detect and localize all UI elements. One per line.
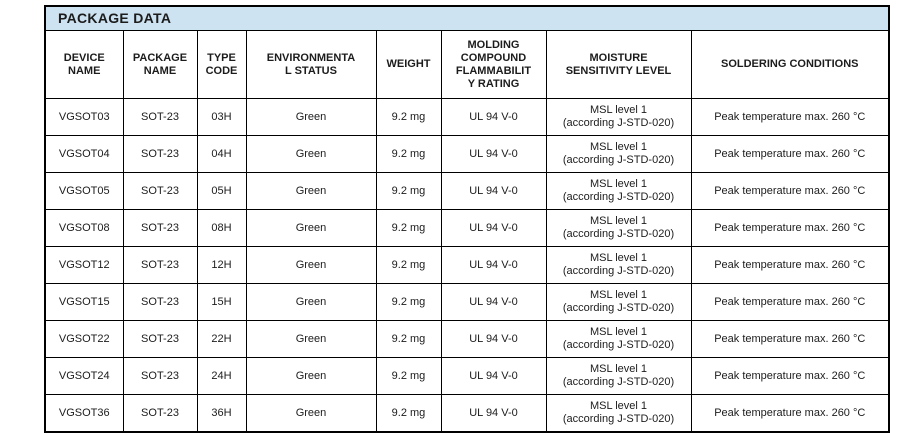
cell-device-name: VGSOT08 xyxy=(44,209,124,247)
cell-device-name: VGSOT04 xyxy=(44,135,124,173)
cell-flammability-rating: UL 94 V-0 xyxy=(440,283,547,321)
cell-environmental-status: Green xyxy=(245,98,377,136)
cell-device-name: VGSOT22 xyxy=(44,320,124,358)
table-row: VGSOT03 SOT-23 03H Green 9.2 mg UL 94 V-… xyxy=(44,98,890,136)
cell-environmental-status: Green xyxy=(245,320,377,358)
cell-soldering-conditions: Peak temperature max. 260 °C xyxy=(690,357,890,395)
cell-device-name: VGSOT03 xyxy=(44,98,124,136)
column-header-environmental-status: ENVIRONMENTA L STATUS xyxy=(245,30,377,99)
cell-weight: 9.2 mg xyxy=(375,357,442,395)
table-title-row: PACKAGE DATA xyxy=(44,5,890,31)
cell-flammability-rating: UL 94 V-0 xyxy=(440,320,547,358)
cell-weight: 9.2 mg xyxy=(375,98,442,136)
column-header-soldering-conditions: SOLDERING CONDITIONS xyxy=(690,30,890,99)
cell-flammability-rating: UL 94 V-0 xyxy=(440,98,547,136)
table-row: VGSOT15 SOT-23 15H Green 9.2 mg UL 94 V-… xyxy=(44,283,890,321)
cell-moisture-sensitivity: MSL level 1 (according J-STD-020) xyxy=(545,209,692,247)
cell-environmental-status: Green xyxy=(245,135,377,173)
cell-package-name: SOT-23 xyxy=(122,246,198,284)
cell-environmental-status: Green xyxy=(245,357,377,395)
cell-flammability-rating: UL 94 V-0 xyxy=(440,209,547,247)
cell-soldering-conditions: Peak temperature max. 260 °C xyxy=(690,209,890,247)
cell-moisture-sensitivity: MSL level 1 (according J-STD-020) xyxy=(545,394,692,433)
cell-package-name: SOT-23 xyxy=(122,320,198,358)
cell-type-code: 24H xyxy=(196,357,247,395)
cell-type-code: 05H xyxy=(196,172,247,210)
column-header-moisture-sensitivity: MOISTURE SENSITIVITY LEVEL xyxy=(545,30,692,99)
column-header-package-name: PACKAGE NAME xyxy=(122,30,198,99)
cell-package-name: SOT-23 xyxy=(122,98,198,136)
table-row: VGSOT12 SOT-23 12H Green 9.2 mg UL 94 V-… xyxy=(44,246,890,284)
cell-soldering-conditions: Peak temperature max. 260 °C xyxy=(690,98,890,136)
cell-moisture-sensitivity: MSL level 1 (according J-STD-020) xyxy=(545,246,692,284)
table-row: VGSOT04 SOT-23 04H Green 9.2 mg UL 94 V-… xyxy=(44,135,890,173)
table-row: VGSOT22 SOT-23 22H Green 9.2 mg UL 94 V-… xyxy=(44,320,890,358)
table-header-row: DEVICE NAME PACKAGE NAME TYPE CODE ENVIR… xyxy=(44,30,890,99)
cell-moisture-sensitivity: MSL level 1 (according J-STD-020) xyxy=(545,357,692,395)
column-header-type-code: TYPE CODE xyxy=(196,30,247,99)
cell-soldering-conditions: Peak temperature max. 260 °C xyxy=(690,172,890,210)
cell-package-name: SOT-23 xyxy=(122,394,198,433)
cell-package-name: SOT-23 xyxy=(122,357,198,395)
cell-environmental-status: Green xyxy=(245,246,377,284)
cell-device-name: VGSOT05 xyxy=(44,172,124,210)
column-header-flammability-rating: MOLDING COMPOUND FLAMMABILIT Y RATING xyxy=(440,30,547,99)
cell-weight: 9.2 mg xyxy=(375,135,442,173)
cell-moisture-sensitivity: MSL level 1 (according J-STD-020) xyxy=(545,98,692,136)
cell-device-name: VGSOT15 xyxy=(44,283,124,321)
cell-environmental-status: Green xyxy=(245,283,377,321)
cell-soldering-conditions: Peak temperature max. 260 °C xyxy=(690,135,890,173)
cell-weight: 9.2 mg xyxy=(375,394,442,433)
cell-flammability-rating: UL 94 V-0 xyxy=(440,246,547,284)
cell-flammability-rating: UL 94 V-0 xyxy=(440,357,547,395)
cell-package-name: SOT-23 xyxy=(122,172,198,210)
table-row: VGSOT24 SOT-23 24H Green 9.2 mg UL 94 V-… xyxy=(44,357,890,395)
column-header-device-name: DEVICE NAME xyxy=(44,30,124,99)
cell-device-name: VGSOT24 xyxy=(44,357,124,395)
cell-device-name: VGSOT12 xyxy=(44,246,124,284)
cell-type-code: 15H xyxy=(196,283,247,321)
cell-type-code: 04H xyxy=(196,135,247,173)
table-title: PACKAGE DATA xyxy=(44,5,890,31)
cell-weight: 9.2 mg xyxy=(375,172,442,210)
cell-package-name: SOT-23 xyxy=(122,135,198,173)
table-row: VGSOT36 SOT-23 36H Green 9.2 mg UL 94 V-… xyxy=(44,394,890,433)
table-row: VGSOT08 SOT-23 08H Green 9.2 mg UL 94 V-… xyxy=(44,209,890,247)
cell-moisture-sensitivity: MSL level 1 (according J-STD-020) xyxy=(545,320,692,358)
cell-soldering-conditions: Peak temperature max. 260 °C xyxy=(690,283,890,321)
cell-weight: 9.2 mg xyxy=(375,320,442,358)
cell-soldering-conditions: Peak temperature max. 260 °C xyxy=(690,246,890,284)
cell-type-code: 36H xyxy=(196,394,247,433)
cell-package-name: SOT-23 xyxy=(122,283,198,321)
cell-soldering-conditions: Peak temperature max. 260 °C xyxy=(690,394,890,433)
cell-environmental-status: Green xyxy=(245,172,377,210)
cell-flammability-rating: UL 94 V-0 xyxy=(440,394,547,433)
cell-moisture-sensitivity: MSL level 1 (according J-STD-020) xyxy=(545,172,692,210)
table-row: VGSOT05 SOT-23 05H Green 9.2 mg UL 94 V-… xyxy=(44,172,890,210)
cell-moisture-sensitivity: MSL level 1 (according J-STD-020) xyxy=(545,135,692,173)
cell-type-code: 03H xyxy=(196,98,247,136)
cell-type-code: 12H xyxy=(196,246,247,284)
cell-weight: 9.2 mg xyxy=(375,283,442,321)
cell-moisture-sensitivity: MSL level 1 (according J-STD-020) xyxy=(545,283,692,321)
cell-package-name: SOT-23 xyxy=(122,209,198,247)
cell-flammability-rating: UL 94 V-0 xyxy=(440,135,547,173)
cell-weight: 9.2 mg xyxy=(375,246,442,284)
package-data-section: PACKAGE DATA DEVICE NAME PACKAGE NAME TY… xyxy=(44,5,891,433)
cell-environmental-status: Green xyxy=(245,209,377,247)
cell-soldering-conditions: Peak temperature max. 260 °C xyxy=(690,320,890,358)
cell-device-name: VGSOT36 xyxy=(44,394,124,433)
cell-type-code: 08H xyxy=(196,209,247,247)
cell-flammability-rating: UL 94 V-0 xyxy=(440,172,547,210)
cell-environmental-status: Green xyxy=(245,394,377,433)
cell-weight: 9.2 mg xyxy=(375,209,442,247)
package-data-table: PACKAGE DATA DEVICE NAME PACKAGE NAME TY… xyxy=(44,5,891,433)
cell-type-code: 22H xyxy=(196,320,247,358)
column-header-weight: WEIGHT xyxy=(375,30,442,99)
